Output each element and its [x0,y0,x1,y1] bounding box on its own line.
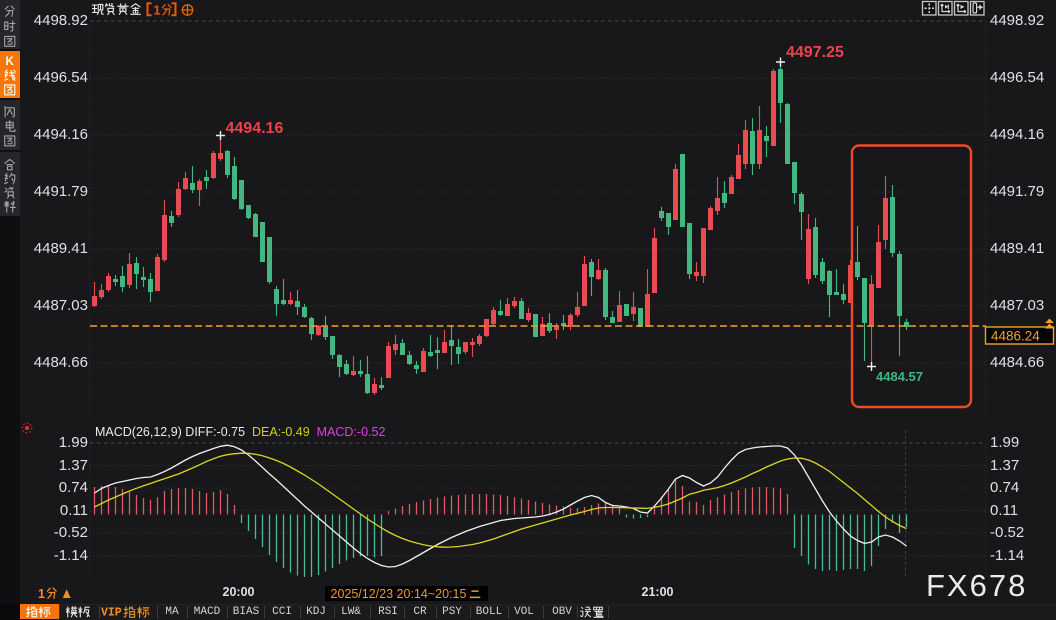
svg-text:1: 1 [154,3,161,17]
svg-text:1: 1 [38,587,45,601]
svg-text:K: K [6,56,15,68]
svg-text:VIP: VIP [101,607,122,620]
svg-text:4486.24: 4486.24 [991,329,1040,344]
